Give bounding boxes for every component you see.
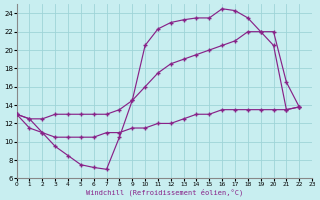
X-axis label: Windchill (Refroidissement éolien,°C): Windchill (Refroidissement éolien,°C) (86, 188, 243, 196)
